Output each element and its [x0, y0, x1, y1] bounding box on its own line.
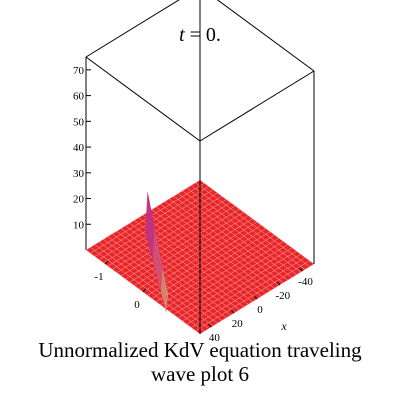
x-tick: [230, 309, 235, 314]
z-tick-label: 60: [73, 91, 85, 103]
figure-caption: Unnormalized KdV equation traveling wave…: [0, 338, 400, 386]
x-tick-label: -40: [298, 276, 313, 288]
x-tick: [253, 295, 258, 300]
wave-segment: [165, 290, 169, 312]
y-tick: [104, 260, 109, 265]
x-axis-label: x: [280, 319, 287, 333]
title-equation: = 0.: [184, 24, 221, 46]
z-axis: 10 20 30 40 50 60 70: [73, 65, 91, 231]
caption-line-1: Unnormalized KdV equation traveling: [38, 338, 362, 362]
traveling-wave-crest: [145, 192, 169, 312]
z-tick-label: 20: [73, 194, 85, 206]
z-tick-label: 50: [73, 116, 85, 128]
x-tick: [208, 323, 212, 328]
box-edge: [199, 70, 315, 142]
x-tick-label: 0: [257, 304, 263, 316]
y-tick-label: -1: [94, 271, 103, 283]
plot-title: t = 0.: [0, 24, 400, 47]
y-tick-label: 0: [134, 299, 140, 311]
box-edge: [85, 56, 201, 142]
z-tick-label: 40: [73, 142, 85, 154]
x-tick-label: -20: [275, 290, 290, 302]
x-tick: [276, 281, 281, 286]
z-tick-label: 70: [73, 65, 85, 77]
z-tick-label: 30: [73, 168, 85, 180]
title-variable: t: [179, 24, 185, 46]
y-tick: [142, 288, 147, 293]
x-axis: -40 -20 0 20 40 x: [208, 267, 313, 344]
box-edge: [85, 0, 180, 58]
bounding-box-front: [85, 56, 315, 334]
caption-line-2: wave plot 6: [151, 362, 249, 386]
x-tick-label: 40: [209, 332, 221, 344]
x-tick: [299, 267, 303, 272]
x-tick-label: 20: [232, 318, 244, 330]
z-tick-label: 10: [73, 219, 85, 231]
box-edge: [216, 0, 315, 72]
y-axis: -1 0: [94, 260, 147, 311]
